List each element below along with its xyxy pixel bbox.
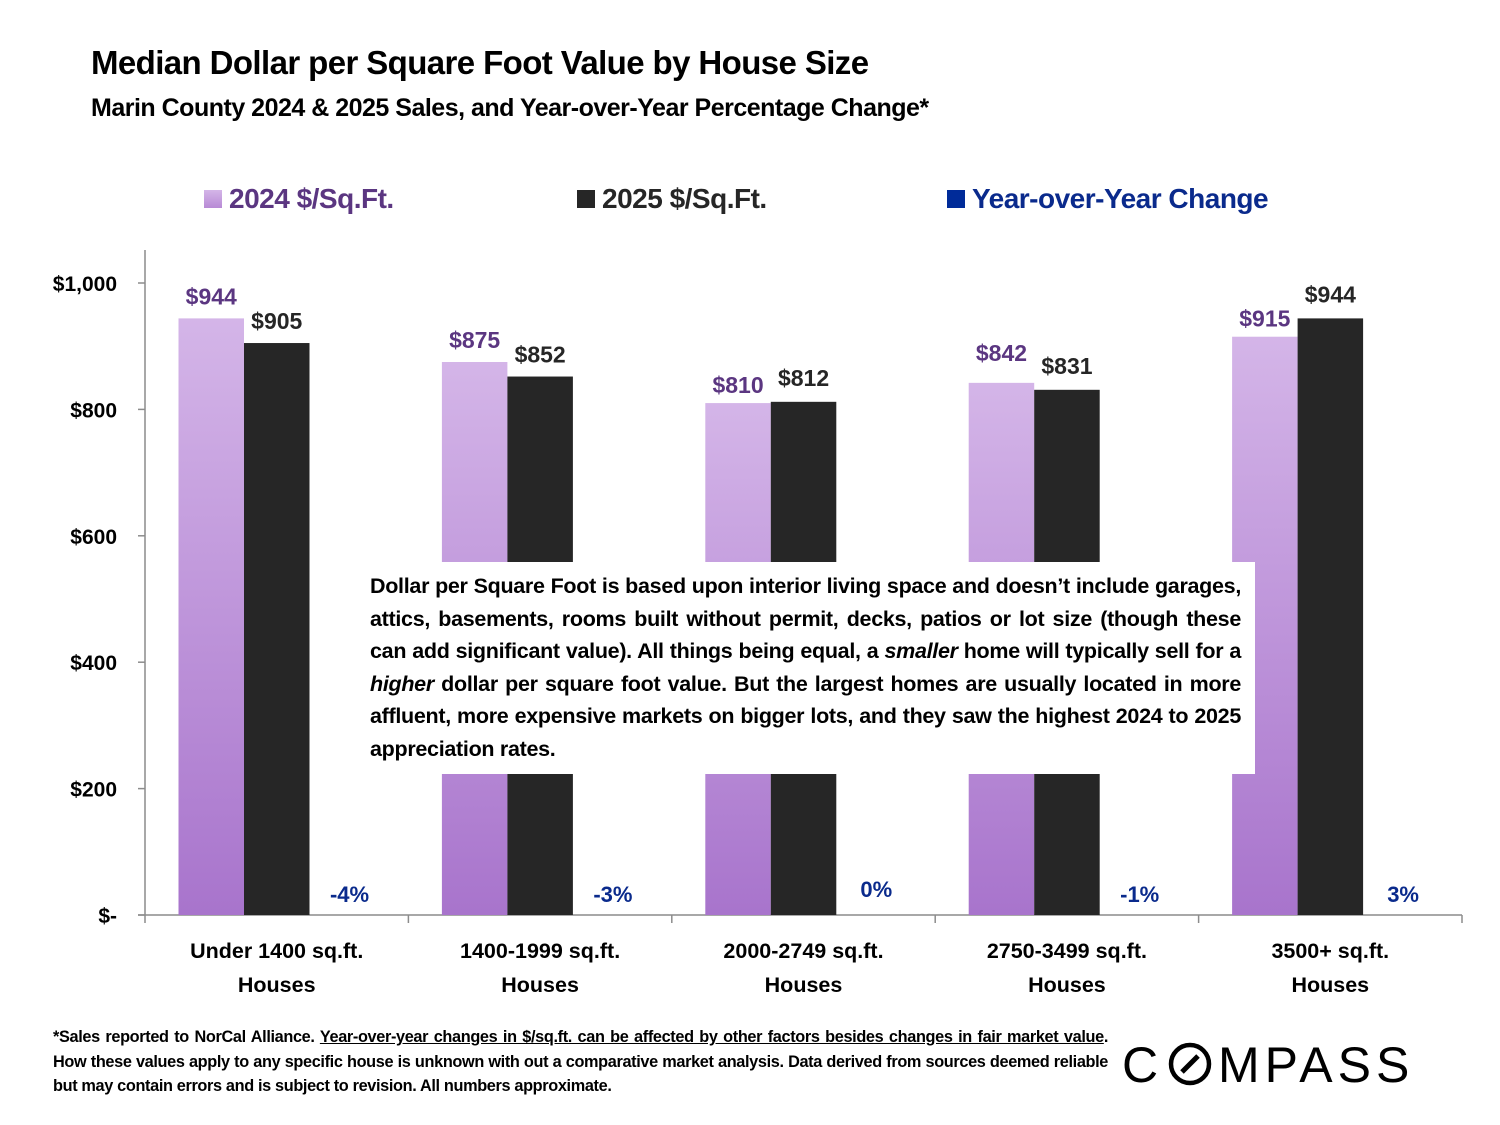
bar-2024 <box>178 318 244 916</box>
compass-logo-text-rest: MPASS <box>1218 1037 1414 1092</box>
y-tick-label: $400 <box>70 652 117 675</box>
annotation-text: dollar per square foot value. But the la… <box>370 671 1241 761</box>
data-label-yoy: 0% <box>860 877 892 902</box>
x-category-label: Houses <box>501 973 579 997</box>
y-tick-label: $600 <box>70 526 117 549</box>
bar-2025 <box>244 343 310 915</box>
legend-label-2025: 2025 $/Sq.Ft. <box>602 183 767 214</box>
compass-logo-text: C <box>1122 1037 1163 1092</box>
chart-subtitle: Marin County 2024 & 2025 Sales, and Year… <box>91 94 929 122</box>
legend-item-2025: 2025 $/Sq.Ft. <box>577 183 767 215</box>
legend-item-2024: 2024 $/Sq.Ft. <box>204 183 394 215</box>
annotation-text: Dollar per Square Foot is based upon int… <box>370 574 1241 663</box>
y-tick-label: $800 <box>70 399 117 422</box>
legend-swatch-2025 <box>577 190 595 208</box>
x-category-label: 1400-1999 sq.ft. <box>460 939 620 963</box>
x-category-label: 3500+ sq.ft. <box>1271 939 1389 963</box>
x-category-label: Under 1400 sq.ft. <box>190 939 363 963</box>
data-label-yoy: 3% <box>1387 882 1419 907</box>
bar-2025 <box>1297 318 1364 916</box>
data-label-yoy: -3% <box>593 882 632 907</box>
chart-title: Median Dollar per Square Foot Value by H… <box>91 44 869 81</box>
data-label-2024: $915 <box>1239 306 1290 332</box>
data-label-yoy: -4% <box>330 882 369 907</box>
legend-swatch-yoy <box>947 190 965 208</box>
legend: 2024 $/Sq.Ft. 2025 $/Sq.Ft. Year-over-Ye… <box>0 183 1500 223</box>
compass-logo: C MPASS <box>1122 1037 1414 1092</box>
x-category-label: Houses <box>765 973 843 997</box>
footnote-source: *Sales reported to NorCal Alliance. <box>53 1028 320 1046</box>
y-tick-label: $- <box>98 905 117 928</box>
x-category-label: 2750-3499 sq.ft. <box>987 939 1147 963</box>
annotation-box: Dollar per Square Foot is based upon int… <box>358 562 1255 774</box>
legend-label-yoy: Year-over-Year Change <box>972 183 1269 214</box>
data-label-2024: $875 <box>449 327 500 353</box>
legend-item-yoy: Year-over-Year Change <box>947 183 1269 215</box>
compass-logo-o-icon <box>1168 1042 1212 1086</box>
x-category-label: Houses <box>1028 973 1106 997</box>
data-label-yoy: -1% <box>1120 882 1159 907</box>
data-label-2024: $810 <box>712 372 763 398</box>
footnote: *Sales reported to NorCal Alliance. Year… <box>53 1025 1108 1099</box>
y-tick-label: $1,000 <box>53 273 117 296</box>
x-category-label: Houses <box>238 973 316 997</box>
data-label-2025: $944 <box>1305 281 1356 307</box>
footnote-underlined: Year-over-year changes in $/sq.ft. can b… <box>319 1028 1104 1046</box>
annotation-text: home will typically sell for a <box>957 639 1242 663</box>
annotation-emphasis: smaller <box>884 639 958 663</box>
legend-swatch-2024 <box>204 190 222 208</box>
x-category-label: 2000-2749 sq.ft. <box>723 939 883 963</box>
data-label-2025: $812 <box>778 365 829 391</box>
data-label-2025: $905 <box>251 308 302 334</box>
bar-chart: $- $200 $400 $600 $800 $1,000 $944 $905 -4% Unde… <box>53 250 1463 997</box>
data-label-2024: $842 <box>976 340 1027 366</box>
x-category-label: Houses <box>1291 973 1369 997</box>
legend-label-2024: 2024 $/Sq.Ft. <box>229 183 394 214</box>
data-label-2025: $831 <box>1041 353 1092 379</box>
y-tick-label: $200 <box>70 779 117 802</box>
data-label-2024: $944 <box>186 283 237 309</box>
annotation-emphasis: higher <box>370 671 434 696</box>
footnote-disclaimer: . How these values apply to any specific… <box>53 1028 1109 1095</box>
data-label-2025: $852 <box>515 342 566 368</box>
